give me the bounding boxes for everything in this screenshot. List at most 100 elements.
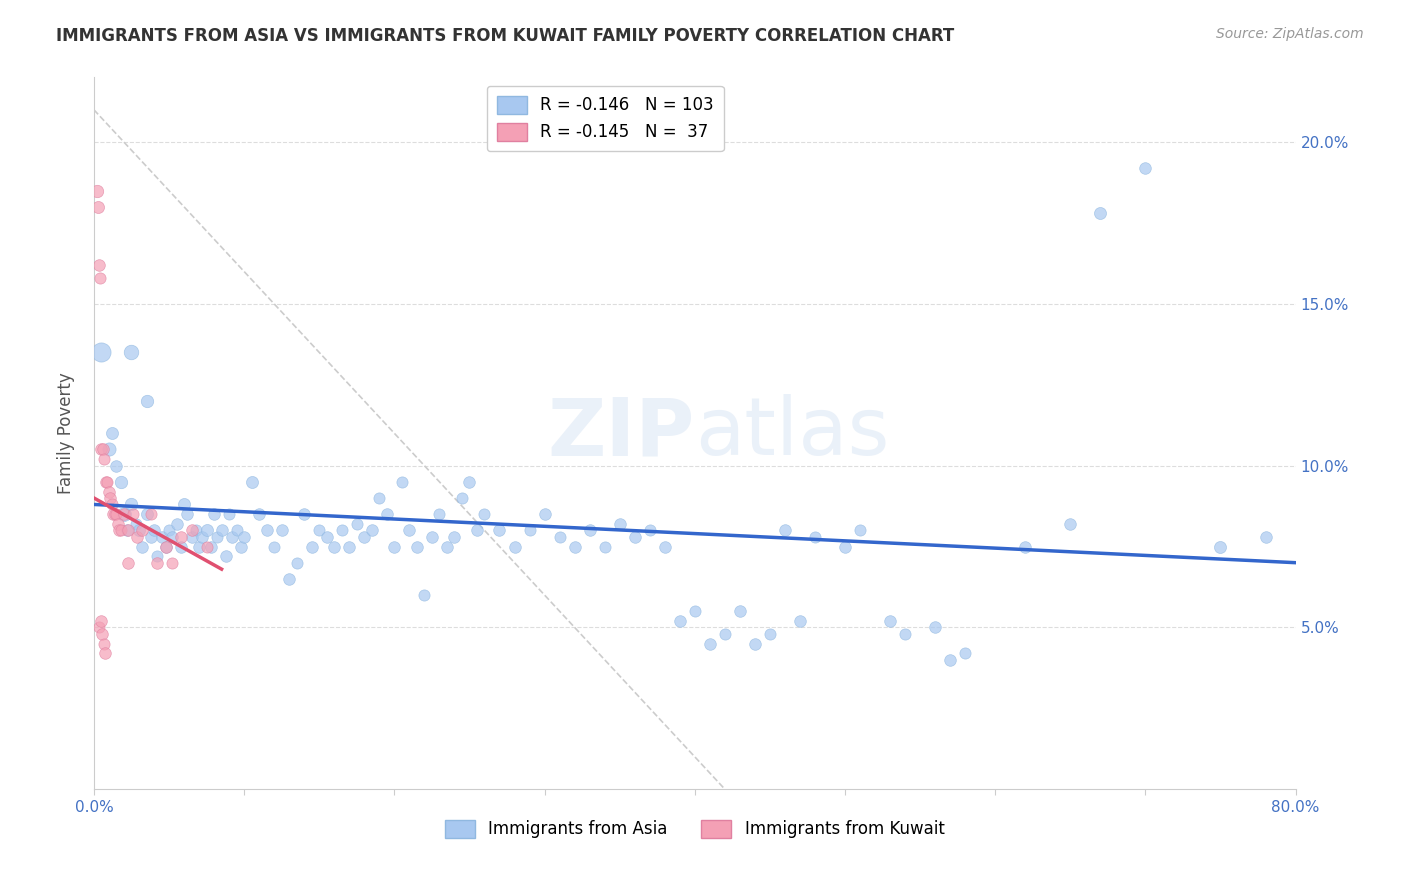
Point [398, 524, 420, 538]
Point [195, 540, 218, 554]
Point [155, 540, 177, 554]
Point [623, 530, 645, 544]
Point [240, 475, 263, 489]
Point [107, 516, 129, 531]
Point [744, 636, 766, 650]
Point [292, 507, 315, 521]
Point [200, 540, 222, 554]
Point [488, 524, 510, 538]
Point [90, 442, 112, 457]
Point [654, 540, 676, 554]
Y-axis label: Family Poverty: Family Poverty [58, 373, 75, 494]
Point [263, 540, 285, 554]
Point [1209, 540, 1232, 554]
Point [170, 540, 193, 554]
Point [924, 620, 946, 634]
Point [100, 491, 122, 505]
Point [894, 627, 917, 641]
Point [125, 516, 148, 531]
Point [89, 271, 111, 285]
Point [270, 524, 292, 538]
Point [180, 530, 202, 544]
Point [87, 200, 110, 214]
Point [346, 516, 368, 531]
Point [143, 524, 166, 538]
Point [436, 540, 458, 554]
Point [103, 507, 125, 521]
Point [173, 498, 195, 512]
Point [211, 524, 233, 538]
Point [368, 491, 391, 505]
Point [94, 646, 117, 660]
Point [849, 524, 872, 538]
Point [180, 524, 202, 538]
Point [86, 184, 108, 198]
Point [1254, 530, 1277, 544]
Point [420, 530, 443, 544]
Point [301, 540, 323, 554]
Point [218, 507, 240, 521]
Point [315, 530, 337, 544]
Point [429, 507, 451, 521]
Point [195, 524, 218, 538]
Point [101, 498, 124, 512]
Point [128, 524, 150, 538]
Point [131, 524, 153, 538]
Point [953, 646, 976, 660]
Point [121, 345, 143, 359]
Point [110, 524, 132, 538]
Point [330, 524, 353, 538]
Point [804, 530, 827, 544]
Point [139, 507, 162, 521]
Point [105, 458, 128, 473]
Point [97, 442, 120, 457]
Point [1059, 516, 1081, 531]
Point [699, 636, 721, 650]
Point [375, 507, 398, 521]
Point [728, 604, 751, 618]
Point [834, 540, 856, 554]
Point [160, 556, 183, 570]
Point [89, 258, 111, 272]
Point [176, 507, 198, 521]
Point [127, 530, 149, 544]
Point [413, 588, 436, 602]
Point [188, 540, 211, 554]
Point [1014, 540, 1036, 554]
Point [519, 524, 541, 538]
Point [278, 572, 301, 586]
Point [231, 540, 253, 554]
Point [90, 614, 112, 628]
Point [121, 498, 143, 512]
Point [609, 516, 631, 531]
Point [683, 604, 706, 618]
Text: Source: ZipAtlas.com: Source: ZipAtlas.com [1216, 27, 1364, 41]
Point [135, 507, 157, 521]
Point [451, 491, 474, 505]
Point [714, 627, 737, 641]
Point [135, 393, 157, 408]
Point [773, 524, 796, 538]
Point [360, 524, 382, 538]
Point [638, 524, 661, 538]
Point [191, 530, 214, 544]
Point [104, 507, 127, 521]
Point [503, 540, 526, 554]
Point [202, 507, 225, 521]
Point [96, 475, 118, 489]
Text: ZIP: ZIP [547, 394, 695, 472]
Point [474, 507, 496, 521]
Point [122, 507, 145, 521]
Point [93, 452, 115, 467]
Point [405, 540, 427, 554]
Point [105, 507, 128, 521]
Point [593, 540, 616, 554]
Point [112, 507, 135, 521]
Point [205, 530, 228, 544]
Point [117, 556, 139, 570]
Point [146, 549, 169, 564]
Point [1135, 161, 1157, 175]
Point [108, 524, 131, 538]
Point [117, 524, 139, 538]
Point [89, 620, 111, 634]
